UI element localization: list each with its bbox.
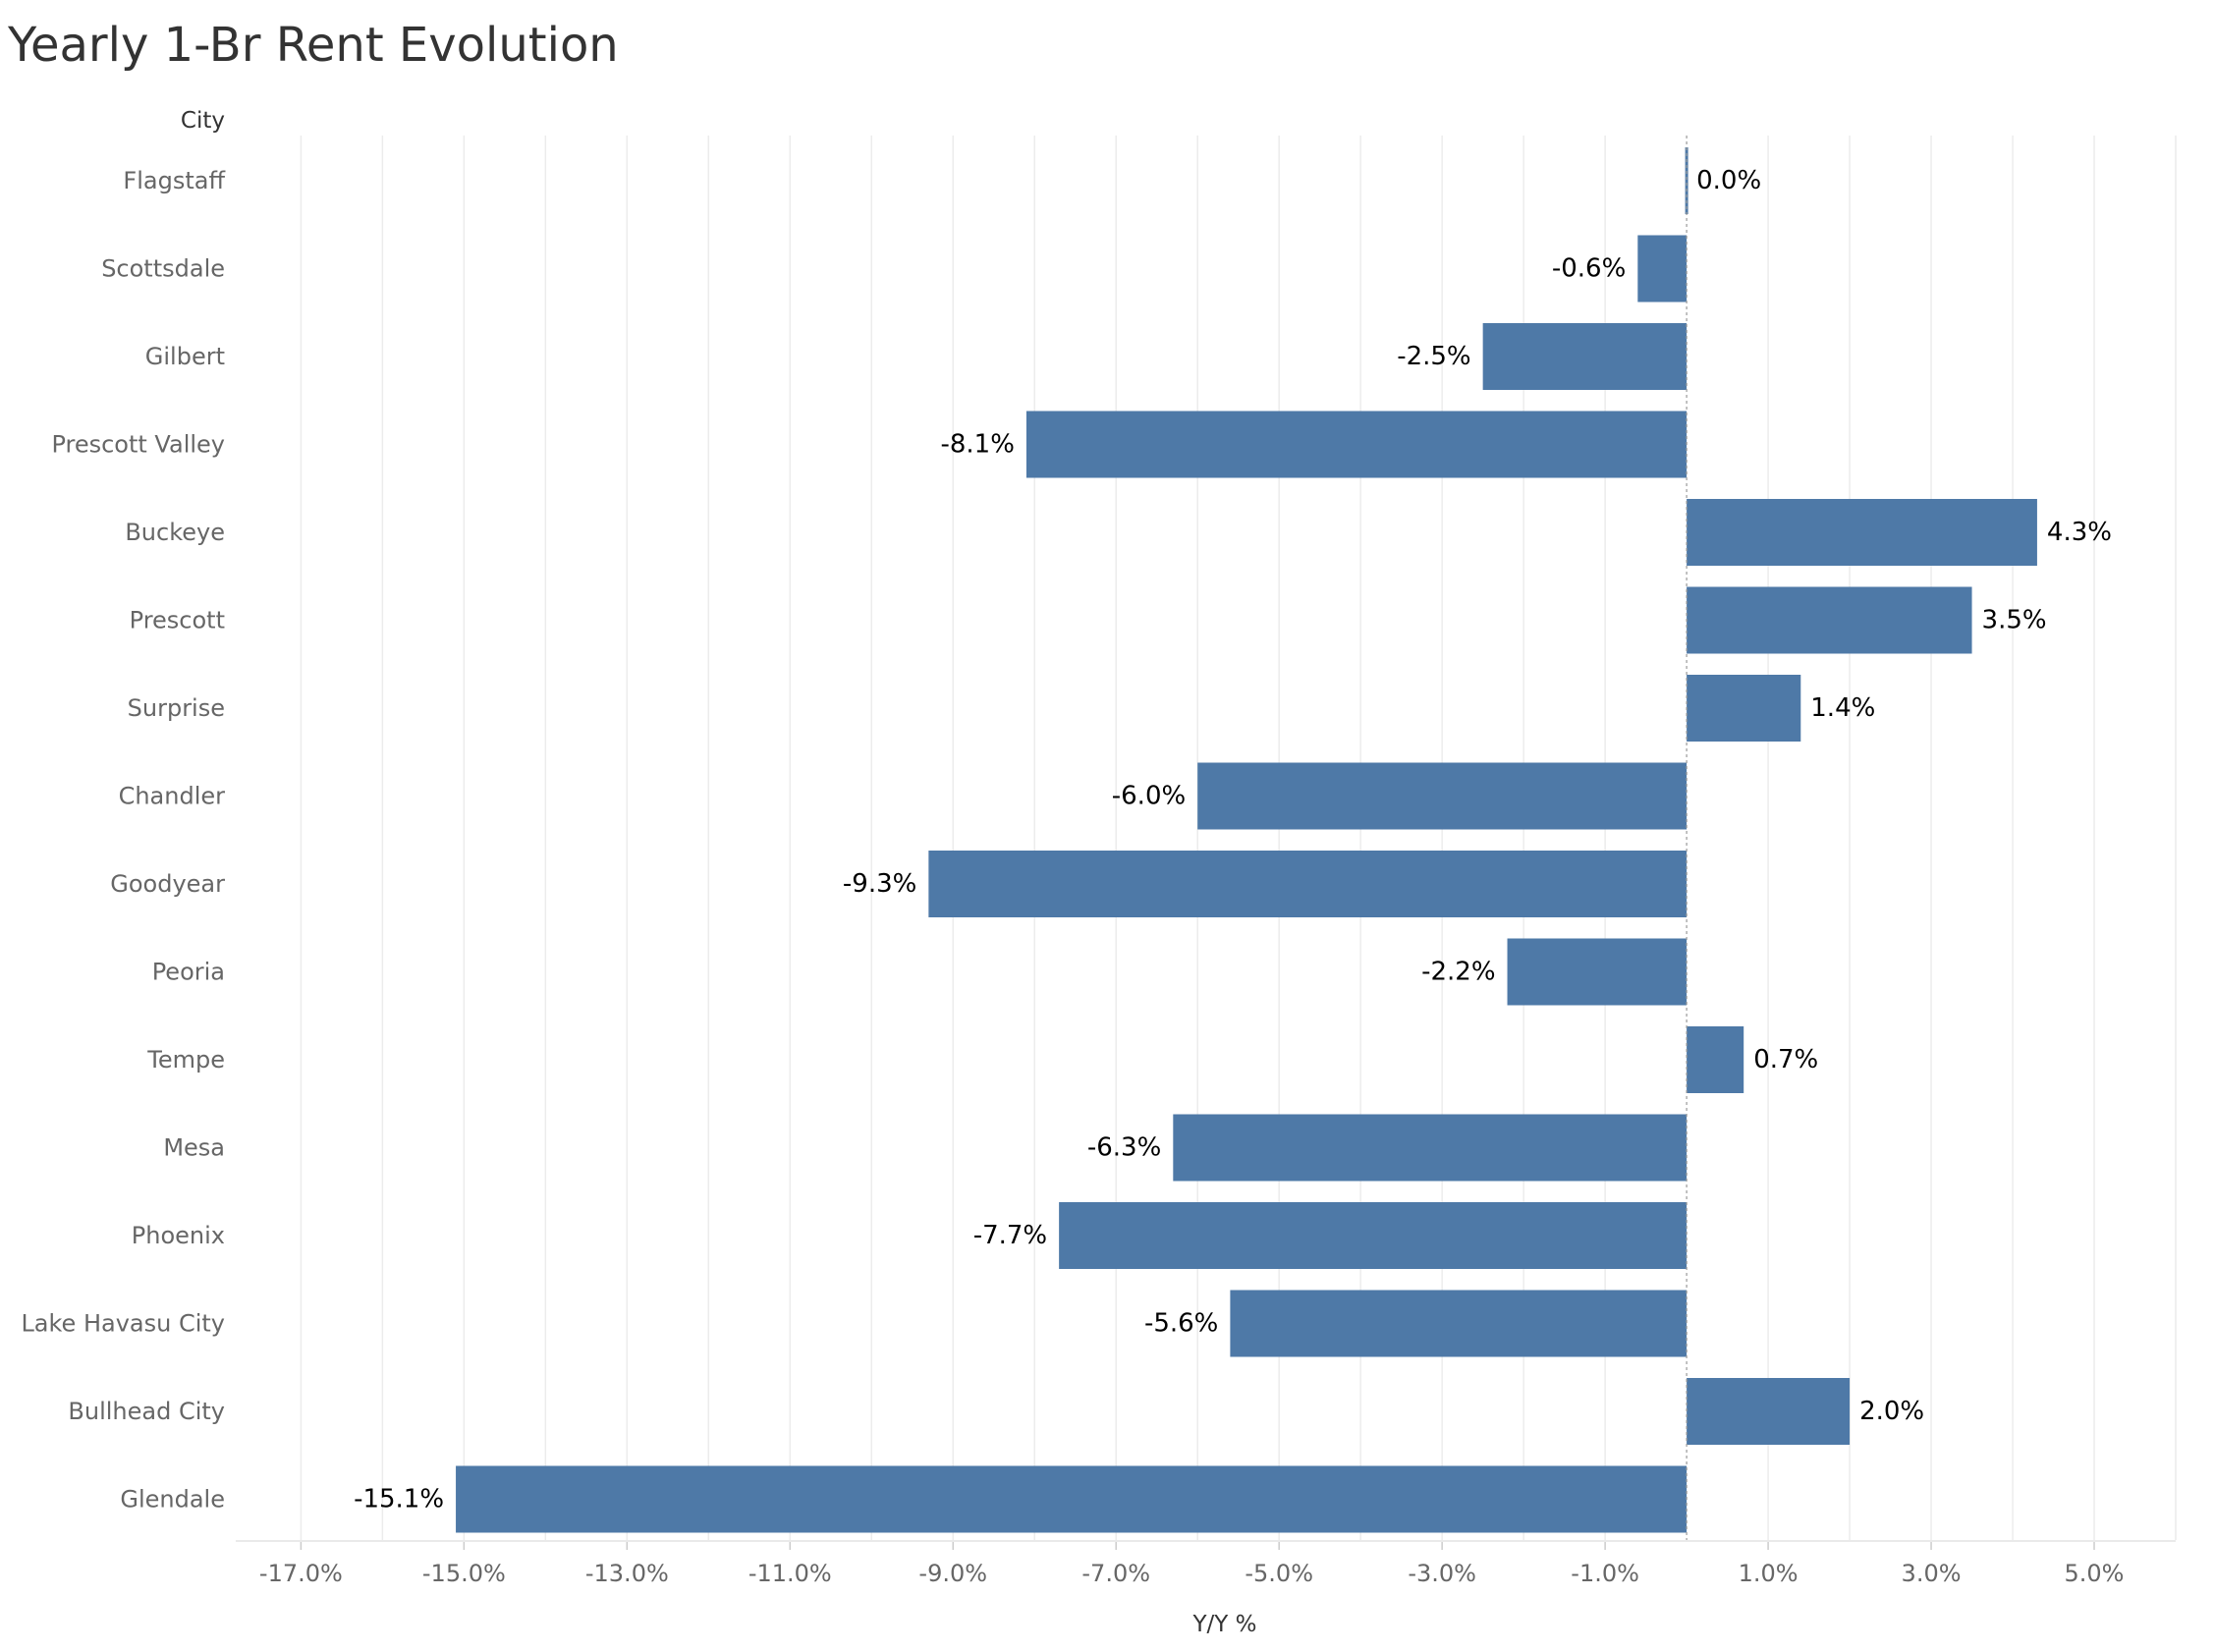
grid-lines	[236, 136, 2177, 1542]
city-label: Bullhead City	[68, 1398, 225, 1425]
bar[interactable]	[456, 1465, 1688, 1533]
data-label: -2.2%	[1421, 958, 1495, 987]
x-tick-label: -1.0%	[1571, 1560, 1639, 1587]
data-label: 0.7%	[1753, 1045, 1818, 1074]
x-tick-label: 5.0%	[2065, 1560, 2125, 1587]
city-label: Tempe	[146, 1046, 225, 1074]
bar[interactable]	[1687, 1378, 1851, 1445]
bar[interactable]	[1025, 411, 1688, 478]
bar[interactable]	[1687, 499, 2037, 566]
x-tick-label: -7.0%	[1081, 1560, 1150, 1587]
data-label: -6.0%	[1112, 782, 1186, 811]
bar[interactable]	[1637, 235, 1688, 303]
bar[interactable]	[1685, 147, 1688, 214]
x-tick-label: -15.0%	[422, 1560, 506, 1587]
bar[interactable]	[1059, 1202, 1688, 1269]
city-label: Chandler	[119, 783, 226, 810]
data-label: 0.0%	[1696, 166, 1761, 195]
bar[interactable]	[1687, 675, 1801, 742]
city-label: Surprise	[128, 694, 225, 722]
x-tick-label: 1.0%	[1739, 1560, 1799, 1587]
bar[interactable]	[1173, 1114, 1688, 1182]
bar[interactable]	[1197, 762, 1688, 830]
x-tick-label: -5.0%	[1245, 1560, 1313, 1587]
city-label: Flagstaff	[123, 167, 225, 194]
data-label: 3.5%	[1982, 606, 2047, 635]
city-label: Prescott	[130, 607, 225, 634]
row-header: City	[181, 108, 225, 134]
data-label: 1.4%	[1810, 693, 1875, 723]
data-label: 2.0%	[1859, 1397, 1924, 1426]
data-label: -7.7%	[973, 1221, 1047, 1250]
data-label: -0.6%	[1552, 254, 1626, 284]
x-axis-title: Y/Y %	[1191, 1612, 1256, 1637]
city-labels: Flagstaff Scottsdale Gilbert Prescott Valle…	[21, 167, 225, 1514]
data-label: -15.1%	[354, 1485, 444, 1514]
data-label: -6.3%	[1087, 1133, 1161, 1163]
data-label: 4.3%	[2047, 518, 2112, 547]
city-label: Lake Havasu City	[21, 1310, 225, 1338]
data-label: -2.5%	[1397, 342, 1470, 371]
bar[interactable]	[1687, 1026, 1744, 1093]
city-label: Gilbert	[145, 343, 225, 370]
x-tick-label: -3.0%	[1408, 1560, 1476, 1587]
city-label: Mesa	[163, 1134, 225, 1162]
city-label: Buckeye	[125, 519, 225, 546]
city-label: Phoenix	[132, 1222, 225, 1249]
city-label: Glendale	[120, 1486, 225, 1514]
city-label: Goodyear	[110, 870, 225, 898]
bars	[456, 147, 2037, 1533]
bar[interactable]	[1482, 323, 1688, 390]
x-tick-label: -13.0%	[585, 1560, 669, 1587]
data-labels: 0.0% -0.6% -2.5% -8.1% 4.3% 3.5% 1.4% -6.0% -9.3…	[354, 166, 2112, 1514]
bar[interactable]	[1507, 938, 1688, 1006]
bar[interactable]	[1687, 586, 1972, 654]
x-tick-label: -11.0%	[748, 1560, 832, 1587]
x-axis-ticks: -17.0% -15.0% -13.0% -11.0% -9.0% -7.0% -5.0% -…	[259, 1542, 2125, 1587]
chart-title: Yearly 1-Br Rent Evolution	[8, 18, 619, 73]
data-label: -8.1%	[940, 430, 1014, 460]
city-label: Prescott Valley	[51, 431, 225, 459]
bar[interactable]	[1230, 1290, 1688, 1357]
city-label: Scottsdale	[101, 255, 225, 283]
data-label: -5.6%	[1144, 1309, 1218, 1339]
x-tick-label: -9.0%	[918, 1560, 987, 1587]
bar[interactable]	[928, 851, 1688, 917]
x-tick-label: 3.0%	[1902, 1560, 1962, 1587]
x-tick-label: -17.0%	[259, 1560, 343, 1587]
city-label: Peoria	[152, 959, 225, 986]
data-label: -9.3%	[843, 869, 916, 899]
